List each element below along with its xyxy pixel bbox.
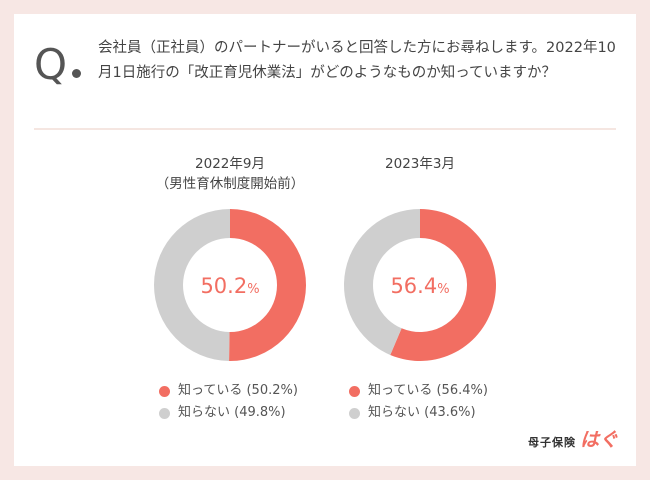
chart-2-legend: 知っている (56.4%) 知らない (43.6%) xyxy=(349,380,488,424)
chart-1-title: 2022年9月 （男性育休制度開始前） xyxy=(155,156,305,192)
center-value-label: 56.4% xyxy=(390,274,449,298)
question-text: 会社員（正社員）のパートナーがいると回答した方にお尋ねします。2022年10月1… xyxy=(98,40,616,81)
survey-card: Q 会社員（正社員）のパートナーがいると回答した方にお尋ねします。2022年10… xyxy=(14,14,636,466)
legend-label-known: 知っている (50.2%) xyxy=(178,383,298,398)
question-marker: Q xyxy=(34,40,69,89)
legend-item-known: 知っている (56.4%) xyxy=(349,380,488,402)
center-value-label: 50.2% xyxy=(200,274,259,298)
legend-item-unknown: 知らない (49.8%) xyxy=(159,402,298,424)
legend-label-unknown: 知らない (43.6%) xyxy=(368,405,476,420)
donut-slice-unknown xyxy=(153,209,230,361)
divider xyxy=(34,128,616,130)
brand-logo: 母子保険 はぐ xyxy=(528,425,618,452)
legend-label-known: 知っている (56.4%) xyxy=(368,383,488,398)
donut-slice-unknown xyxy=(343,209,420,355)
brand-mark: はぐ xyxy=(579,429,618,451)
legend-swatch-known xyxy=(349,385,360,397)
legend-item-known: 知っている (50.2%) xyxy=(159,380,298,402)
question-marker-dot xyxy=(72,69,81,78)
legend-swatch-unknown xyxy=(349,407,360,419)
legend-swatch-unknown xyxy=(159,407,170,419)
chart-2-title: 2023年3月 xyxy=(385,156,455,172)
donut-slice-known xyxy=(229,209,306,361)
legend-label-unknown: 知らない (49.8%) xyxy=(178,405,286,420)
chart-2-donut: 56.4% xyxy=(343,209,496,361)
chart-1-donut: 50.2% xyxy=(153,209,306,361)
donut-slice-known xyxy=(390,209,496,361)
brand-name: 母子保険 xyxy=(527,436,576,449)
legend-swatch-known xyxy=(159,385,170,397)
legend-item-unknown: 知らない (43.6%) xyxy=(349,402,488,424)
chart-1-legend: 知っている (50.2%) 知らない (49.8%) xyxy=(159,380,298,424)
